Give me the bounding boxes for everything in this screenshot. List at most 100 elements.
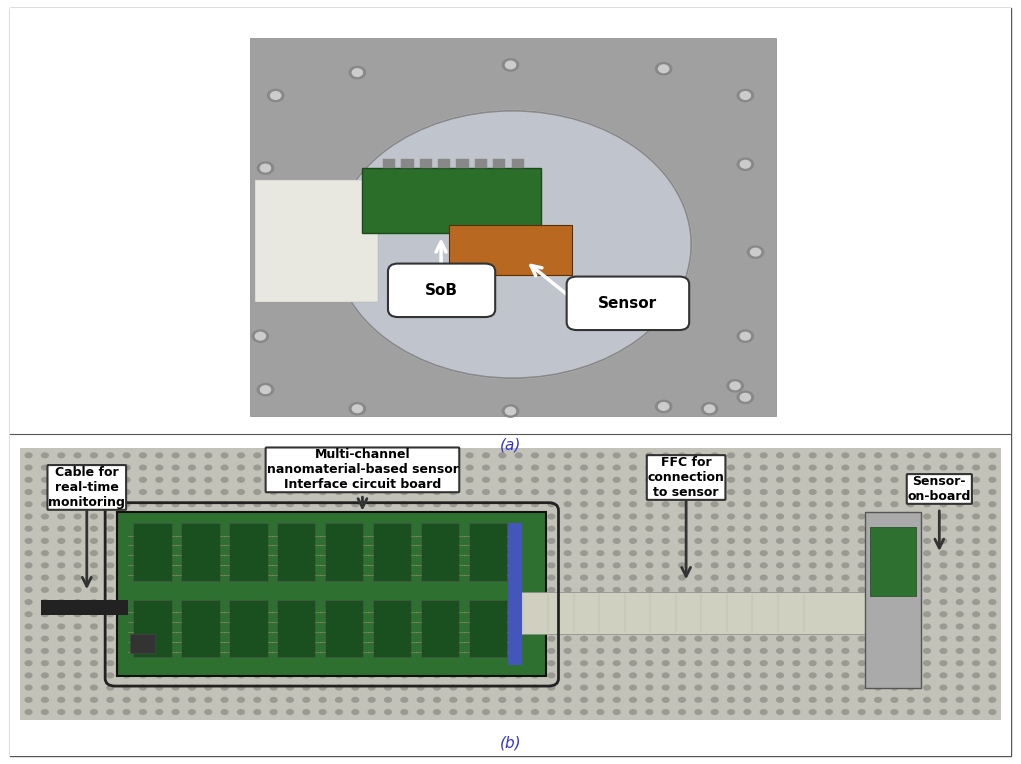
Circle shape xyxy=(319,477,327,483)
Circle shape xyxy=(890,526,898,532)
Circle shape xyxy=(613,587,621,593)
Circle shape xyxy=(694,611,702,617)
Circle shape xyxy=(515,636,523,642)
Circle shape xyxy=(253,611,261,617)
Circle shape xyxy=(564,648,572,654)
Circle shape xyxy=(776,660,784,666)
Circle shape xyxy=(596,489,604,495)
Circle shape xyxy=(645,709,653,715)
Circle shape xyxy=(727,599,735,605)
Circle shape xyxy=(417,697,425,703)
Circle shape xyxy=(547,465,555,471)
Circle shape xyxy=(956,672,964,678)
Circle shape xyxy=(270,709,278,715)
Circle shape xyxy=(547,550,555,556)
Circle shape xyxy=(319,538,327,544)
Circle shape xyxy=(433,526,441,532)
Circle shape xyxy=(956,685,964,691)
FancyBboxPatch shape xyxy=(229,523,268,581)
Circle shape xyxy=(188,611,196,617)
Circle shape xyxy=(531,587,539,593)
Circle shape xyxy=(972,660,980,666)
Circle shape xyxy=(400,575,408,581)
Circle shape xyxy=(25,526,33,532)
Circle shape xyxy=(792,562,800,568)
Circle shape xyxy=(482,685,490,691)
Circle shape xyxy=(400,562,408,568)
Circle shape xyxy=(988,513,996,520)
Circle shape xyxy=(564,611,572,617)
FancyBboxPatch shape xyxy=(181,523,220,581)
Circle shape xyxy=(204,465,212,471)
Circle shape xyxy=(237,465,245,471)
Circle shape xyxy=(515,501,523,507)
FancyBboxPatch shape xyxy=(469,523,507,581)
Circle shape xyxy=(417,672,425,678)
Circle shape xyxy=(466,685,474,691)
Circle shape xyxy=(711,648,719,654)
Circle shape xyxy=(988,623,996,630)
Circle shape xyxy=(858,587,866,593)
Circle shape xyxy=(972,611,980,617)
Circle shape xyxy=(433,465,441,471)
Circle shape xyxy=(106,648,114,654)
Circle shape xyxy=(580,562,588,568)
Circle shape xyxy=(890,465,898,471)
Circle shape xyxy=(515,465,523,471)
Circle shape xyxy=(727,477,735,483)
Circle shape xyxy=(498,587,506,593)
Circle shape xyxy=(286,672,294,678)
Circle shape xyxy=(972,550,980,556)
Circle shape xyxy=(874,599,882,605)
Circle shape xyxy=(368,513,376,520)
Circle shape xyxy=(433,672,441,678)
Circle shape xyxy=(515,623,523,630)
Circle shape xyxy=(760,697,768,703)
Circle shape xyxy=(139,648,147,654)
Circle shape xyxy=(400,513,408,520)
Text: Sensor-
on-board: Sensor- on-board xyxy=(908,475,971,503)
Circle shape xyxy=(237,623,245,630)
Circle shape xyxy=(155,636,163,642)
Circle shape xyxy=(645,599,653,605)
Circle shape xyxy=(417,550,425,556)
Circle shape xyxy=(613,465,621,471)
Circle shape xyxy=(629,538,637,544)
FancyBboxPatch shape xyxy=(181,600,220,657)
Circle shape xyxy=(874,623,882,630)
Circle shape xyxy=(825,611,833,617)
Circle shape xyxy=(286,599,294,605)
Circle shape xyxy=(25,636,33,642)
Circle shape xyxy=(123,697,131,703)
Text: Multi-channel
nanomaterial-based sensor
Interface circuit board: Multi-channel nanomaterial-based sensor … xyxy=(266,448,458,491)
Circle shape xyxy=(433,599,441,605)
Circle shape xyxy=(743,452,751,458)
Circle shape xyxy=(449,465,457,471)
Circle shape xyxy=(260,386,271,393)
Circle shape xyxy=(972,489,980,495)
Circle shape xyxy=(659,403,669,410)
Circle shape xyxy=(939,709,947,715)
Circle shape xyxy=(956,599,964,605)
Circle shape xyxy=(400,672,408,678)
Circle shape xyxy=(319,648,327,654)
Circle shape xyxy=(737,158,753,170)
Circle shape xyxy=(564,599,572,605)
Circle shape xyxy=(923,513,931,520)
Circle shape xyxy=(662,513,670,520)
Circle shape xyxy=(188,501,196,507)
Circle shape xyxy=(547,660,555,666)
Circle shape xyxy=(417,465,425,471)
Circle shape xyxy=(645,550,653,556)
Circle shape xyxy=(417,501,425,507)
Circle shape xyxy=(547,709,555,715)
Circle shape xyxy=(466,599,474,605)
Circle shape xyxy=(662,562,670,568)
Circle shape xyxy=(792,477,800,483)
Circle shape xyxy=(694,489,702,495)
FancyBboxPatch shape xyxy=(255,180,378,302)
Circle shape xyxy=(890,685,898,691)
Circle shape xyxy=(433,562,441,568)
Circle shape xyxy=(449,575,457,581)
Circle shape xyxy=(466,697,474,703)
